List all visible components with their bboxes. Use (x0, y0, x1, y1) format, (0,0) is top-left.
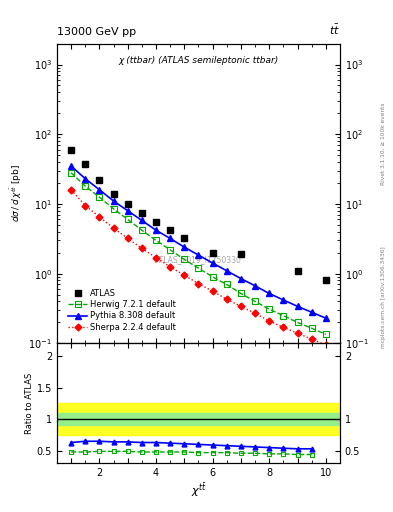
Pythia 8.308 default (125, 208, 130, 214)
ATLAS (323, 276, 328, 283)
Pythia 8.308 default (69, 163, 73, 169)
Herwig 7.2.1 default (267, 306, 272, 312)
Text: χ (ttbar) (ATLAS semileptonic ttbar): χ (ttbar) (ATLAS semileptonic ttbar) (118, 55, 279, 65)
Sherpa 2.2.4 default (69, 187, 73, 193)
Herwig 7.2.1 default (253, 298, 257, 305)
Pythia 8.308 default (196, 252, 201, 258)
Pythia 8.308 default (154, 227, 158, 233)
Line: Pythia 8.308 default: Pythia 8.308 default (68, 163, 329, 321)
Sherpa 2.2.4 default (267, 318, 272, 324)
Pythia 8.308 default (140, 218, 144, 224)
Pythia 8.308 default (323, 315, 328, 321)
Text: Rivet 3.1.10, ≥ 100k events: Rivet 3.1.10, ≥ 100k events (381, 102, 386, 185)
ATLAS (83, 160, 88, 166)
Pythia 8.308 default (253, 283, 257, 289)
Y-axis label: Ratio to ATLAS: Ratio to ATLAS (25, 373, 34, 434)
ATLAS (125, 201, 130, 207)
Pythia 8.308 default (111, 198, 116, 204)
Sherpa 2.2.4 default (125, 236, 130, 242)
ATLAS (295, 268, 300, 274)
Pythia 8.308 default (83, 176, 88, 182)
Herwig 7.2.1 default (69, 169, 73, 176)
Herwig 7.2.1 default (140, 227, 144, 233)
Herwig 7.2.1 default (111, 206, 116, 212)
Sherpa 2.2.4 default (295, 330, 300, 336)
Sherpa 2.2.4 default (224, 296, 229, 302)
Herwig 7.2.1 default (224, 282, 229, 288)
Sherpa 2.2.4 default (140, 245, 144, 251)
Sherpa 2.2.4 default (210, 288, 215, 294)
Sherpa 2.2.4 default (253, 310, 257, 316)
Text: mcplots.cern.ch [arXiv:1306.3436]: mcplots.cern.ch [arXiv:1306.3436] (381, 246, 386, 348)
Sherpa 2.2.4 default (111, 225, 116, 231)
Herwig 7.2.1 default (168, 247, 173, 253)
Pythia 8.308 default (309, 309, 314, 315)
Line: Sherpa 2.2.4 default: Sherpa 2.2.4 default (69, 187, 328, 347)
Sherpa 2.2.4 default (154, 254, 158, 261)
Pythia 8.308 default (97, 187, 102, 193)
Pythia 8.308 default (239, 275, 243, 282)
Y-axis label: $d\sigma\,/\,d\,\chi^{t\bar{t}}$ [pb]: $d\sigma\,/\,d\,\chi^{t\bar{t}}$ [pb] (8, 164, 24, 223)
Herwig 7.2.1 default (196, 265, 201, 271)
Sherpa 2.2.4 default (83, 202, 88, 208)
Line: Herwig 7.2.1 default: Herwig 7.2.1 default (68, 170, 329, 337)
Herwig 7.2.1 default (295, 319, 300, 326)
Text: 13000 GeV pp: 13000 GeV pp (57, 27, 136, 37)
Text: ATLAS_2019_I1750330: ATLAS_2019_I1750330 (155, 255, 242, 264)
Herwig 7.2.1 default (83, 183, 88, 189)
Sherpa 2.2.4 default (309, 336, 314, 342)
ATLAS (168, 227, 173, 233)
ATLAS (182, 234, 187, 241)
Sherpa 2.2.4 default (97, 214, 102, 220)
Herwig 7.2.1 default (182, 257, 187, 263)
Herwig 7.2.1 default (323, 331, 328, 337)
Sherpa 2.2.4 default (168, 264, 173, 270)
Pythia 8.308 default (182, 244, 187, 250)
Line: ATLAS: ATLAS (68, 146, 329, 283)
Bar (57, 403, 340, 435)
ATLAS (97, 177, 102, 183)
ATLAS (140, 209, 144, 216)
ATLAS (210, 250, 215, 256)
Herwig 7.2.1 default (125, 217, 130, 223)
Herwig 7.2.1 default (210, 274, 215, 280)
ATLAS (69, 146, 73, 153)
ATLAS (111, 190, 116, 197)
Legend: ATLAS, Herwig 7.2.1 default, Pythia 8.308 default, Sherpa 2.2.4 default: ATLAS, Herwig 7.2.1 default, Pythia 8.30… (67, 288, 178, 333)
Pythia 8.308 default (281, 297, 286, 303)
Sherpa 2.2.4 default (239, 303, 243, 309)
Herwig 7.2.1 default (154, 238, 158, 244)
Herwig 7.2.1 default (281, 313, 286, 319)
Sherpa 2.2.4 default (196, 281, 201, 287)
X-axis label: $\chi^{t\bar{t}}$: $\chi^{t\bar{t}}$ (191, 481, 206, 499)
Sherpa 2.2.4 default (323, 342, 328, 348)
Herwig 7.2.1 default (97, 194, 102, 200)
Sherpa 2.2.4 default (281, 324, 286, 330)
Text: $t\bar{t}$: $t\bar{t}$ (329, 23, 340, 37)
Sherpa 2.2.4 default (182, 272, 187, 279)
Bar (57, 413, 340, 425)
Herwig 7.2.1 default (309, 325, 314, 331)
Pythia 8.308 default (267, 290, 272, 296)
ATLAS (239, 251, 243, 258)
Pythia 8.308 default (168, 236, 173, 242)
Pythia 8.308 default (224, 268, 229, 274)
ATLAS (154, 219, 158, 225)
Pythia 8.308 default (295, 303, 300, 309)
Herwig 7.2.1 default (239, 290, 243, 296)
Pythia 8.308 default (210, 260, 215, 266)
